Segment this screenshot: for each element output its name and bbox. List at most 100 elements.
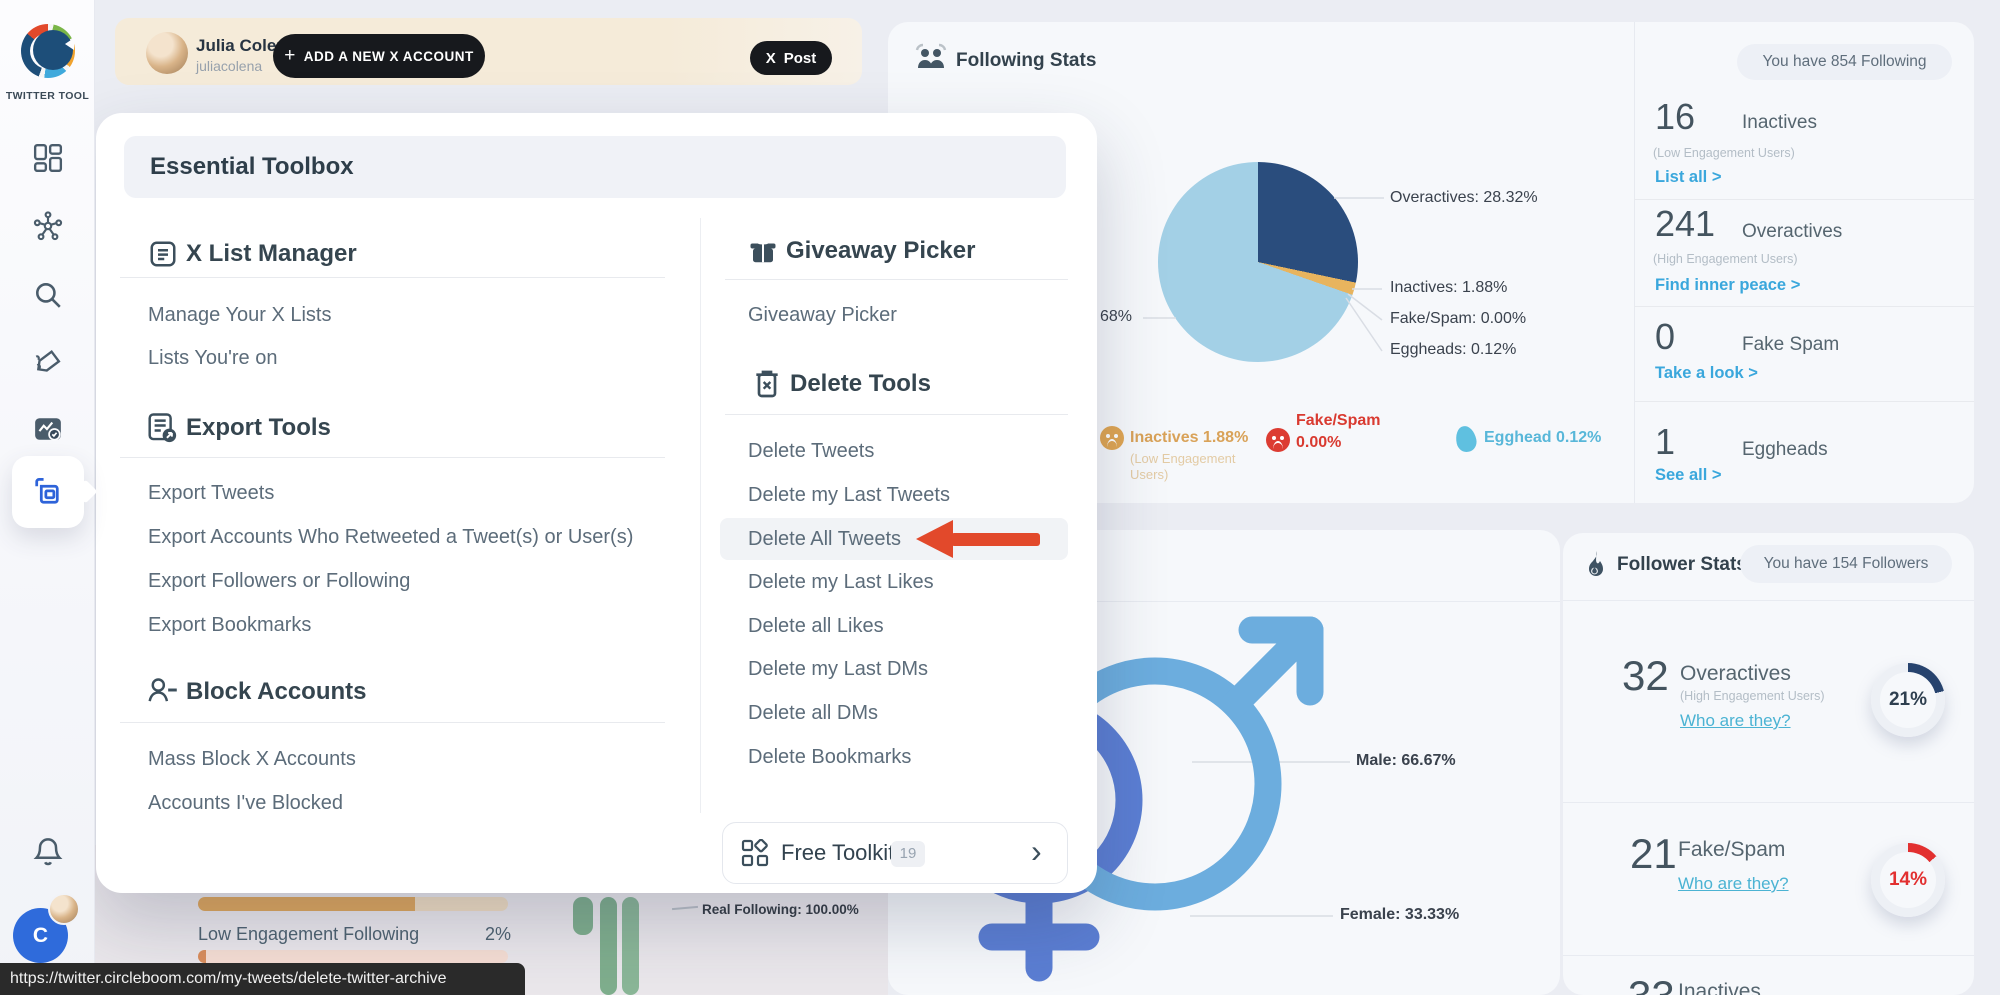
topbar-avatar[interactable] — [146, 32, 188, 74]
cell-inactives-value: 16 — [1655, 96, 1696, 137]
export-tweets-link[interactable]: Export Tweets — [148, 482, 275, 504]
follower-count-badge: You have 154 Followers — [1740, 545, 1952, 583]
export-retweeters-link[interactable]: Export Accounts Who Retweeted a Tweet(s)… — [148, 526, 634, 548]
delete-all-likes-link[interactable]: Delete all Likes — [748, 615, 884, 637]
topbar-user-handle: juliacolena — [196, 58, 263, 74]
follower-stats-title: Follower Stats — [1617, 554, 1747, 575]
follower-overactives-sub: (High Engagement Users) — [1680, 689, 1825, 703]
pie-label-overactives: Overactives: 28.32% — [1390, 189, 1538, 206]
follower-fake-spam-value: 21 — [1630, 830, 1677, 877]
toolbox-title: Essential Toolbox — [124, 136, 1066, 198]
brand-label: TWITTER TOOL — [5, 90, 90, 102]
compose-icon[interactable] — [33, 347, 63, 377]
overactives-gauge: 21% — [1871, 663, 1945, 737]
divider — [725, 414, 1068, 415]
cell-inactives-sub: (Low Engagement Users) — [1653, 146, 1795, 160]
male-percentage-label: Male: 66.67% — [1356, 752, 1456, 769]
lists-youre-on-link[interactable]: Lists You're on — [148, 347, 278, 369]
manage-your-x-lists-link[interactable]: Manage Your X Lists — [148, 304, 332, 326]
legend-inactives-sub2: Users) — [1130, 467, 1169, 482]
notifications-bell-icon[interactable] — [33, 836, 63, 868]
legend-fake-spam-line1: Fake/Spam — [1296, 412, 1381, 429]
follower-stats-card — [1563, 533, 1974, 995]
follower-overactives-label: Overactives — [1680, 662, 1791, 685]
cell-divider-1 — [1634, 199, 1974, 200]
network-icon[interactable] — [33, 211, 63, 241]
high-engagement-bar — [198, 897, 415, 911]
free-toolkit-label: Free Toolkit — [781, 840, 895, 865]
follower-divider-1 — [1563, 802, 1974, 803]
delete-bookmarks-link[interactable]: Delete Bookmarks — [748, 746, 912, 768]
legend-inactives: Inactives 1.88% — [1130, 429, 1249, 446]
search-icon[interactable] — [33, 280, 63, 310]
follower-divider-2 — [1563, 955, 1974, 956]
cell-overactives-value: 241 — [1655, 203, 1716, 244]
list-all-link[interactable]: List all > — [1655, 168, 1722, 186]
app-logo[interactable] — [21, 24, 75, 78]
section-x-list-manager: X List Manager — [186, 240, 357, 267]
low-engagement-bar-fill — [198, 950, 206, 963]
delete-my-last-dms-link[interactable]: Delete my Last DMs — [748, 658, 929, 680]
pie-label-actives-fragment: 68% — [1100, 308, 1133, 325]
workspace-initial: C — [32, 923, 49, 947]
take-a-look-link[interactable]: Take a look > — [1655, 364, 1758, 382]
real-following-figure-leg1 — [600, 897, 617, 995]
chevron-right-icon: › — [1031, 833, 1042, 869]
add-account-button[interactable]: + ADD A NEW X ACCOUNT — [273, 34, 485, 78]
cell-fake-spam-label: Fake Spam — [1742, 334, 1840, 355]
status-url: https://twitter.circleboom.com/my-tweets… — [10, 970, 447, 987]
annotation-arrow-tail — [951, 533, 1040, 546]
add-account-label: ADD A NEW X ACCOUNT — [303, 48, 474, 64]
divider — [120, 277, 665, 278]
fake-spam-who-are-they-link[interactable]: Who are they? — [1678, 874, 1789, 893]
see-all-link[interactable]: See all > — [1655, 466, 1722, 484]
divider — [725, 279, 1068, 280]
following-column-divider — [1634, 22, 1635, 503]
export-bookmarks-link[interactable]: Export Bookmarks — [148, 614, 312, 636]
sidebar-user-avatar[interactable] — [48, 893, 80, 925]
fake-spam-gauge-value: 14% — [1888, 869, 1928, 890]
cell-overactives-sub: (High Engagement Users) — [1653, 252, 1798, 266]
sidebar: TWITTER TOOL — [0, 0, 98, 995]
analytics-icon[interactable] — [33, 414, 63, 444]
giveaway-picker-icon — [750, 237, 776, 263]
real-following-label: Real Following: 100.00% — [702, 902, 859, 917]
topbar — [115, 18, 862, 85]
section-delete-tools: Delete Tools — [790, 370, 931, 397]
topbar-user-name[interactable]: Julia Colen — [196, 36, 287, 55]
export-tools-icon — [148, 413, 177, 443]
cell-divider-3 — [1634, 401, 1974, 402]
follower-overactives-value: 32 — [1622, 652, 1669, 699]
high-engagement-bar-faded — [415, 897, 508, 911]
delete-all-dms-link[interactable]: Delete all DMs — [748, 702, 879, 724]
legend-fake-spam-line2: 0.00% — [1296, 434, 1342, 451]
cell-divider-2 — [1634, 306, 1974, 307]
delete-my-last-likes-link[interactable]: Delete my Last Likes — [748, 571, 934, 593]
plus-icon: + — [284, 45, 296, 66]
delete-tools-icon — [756, 370, 778, 398]
free-toolkit-button[interactable]: Free Toolkit 19 › — [722, 822, 1068, 884]
real-following-figure-arm — [573, 897, 593, 935]
accounts-ive-blocked-link[interactable]: Accounts I've Blocked — [148, 792, 344, 814]
cell-fake-spam-value: 0 — [1655, 316, 1676, 357]
gender-header-divider — [888, 601, 1560, 602]
dashboard-icon[interactable] — [33, 143, 63, 173]
follower-inactives-label: Inactives — [1678, 980, 1761, 995]
giveaway-picker-link[interactable]: Giveaway Picker — [748, 304, 897, 326]
mass-block-link[interactable]: Mass Block X Accounts — [148, 748, 356, 770]
delete-all-tweets-link[interactable]: Delete All Tweets — [748, 528, 902, 550]
delete-tweets-link[interactable]: Delete Tweets — [748, 440, 875, 462]
pie-label-eggheads: Eggheads: 0.12% — [1390, 341, 1517, 358]
cell-inactives-label: Inactives — [1742, 112, 1817, 133]
post-button[interactable]: X Post — [750, 41, 832, 75]
overactives-who-are-they-link[interactable]: Who are they? — [1680, 711, 1791, 730]
x-list-manager-icon — [150, 241, 176, 267]
find-inner-peace-link[interactable]: Find inner peace > — [1655, 276, 1801, 294]
inactives-sad-face-icon — [1100, 426, 1124, 450]
delete-my-last-tweets-link[interactable]: Delete my Last Tweets — [748, 484, 950, 506]
export-followers-link[interactable]: Export Followers or Following — [148, 570, 411, 592]
toolbox-copy-icon[interactable] — [31, 476, 63, 508]
x-logo-icon: X — [765, 49, 776, 67]
low-engagement-value: 2% — [485, 924, 512, 944]
